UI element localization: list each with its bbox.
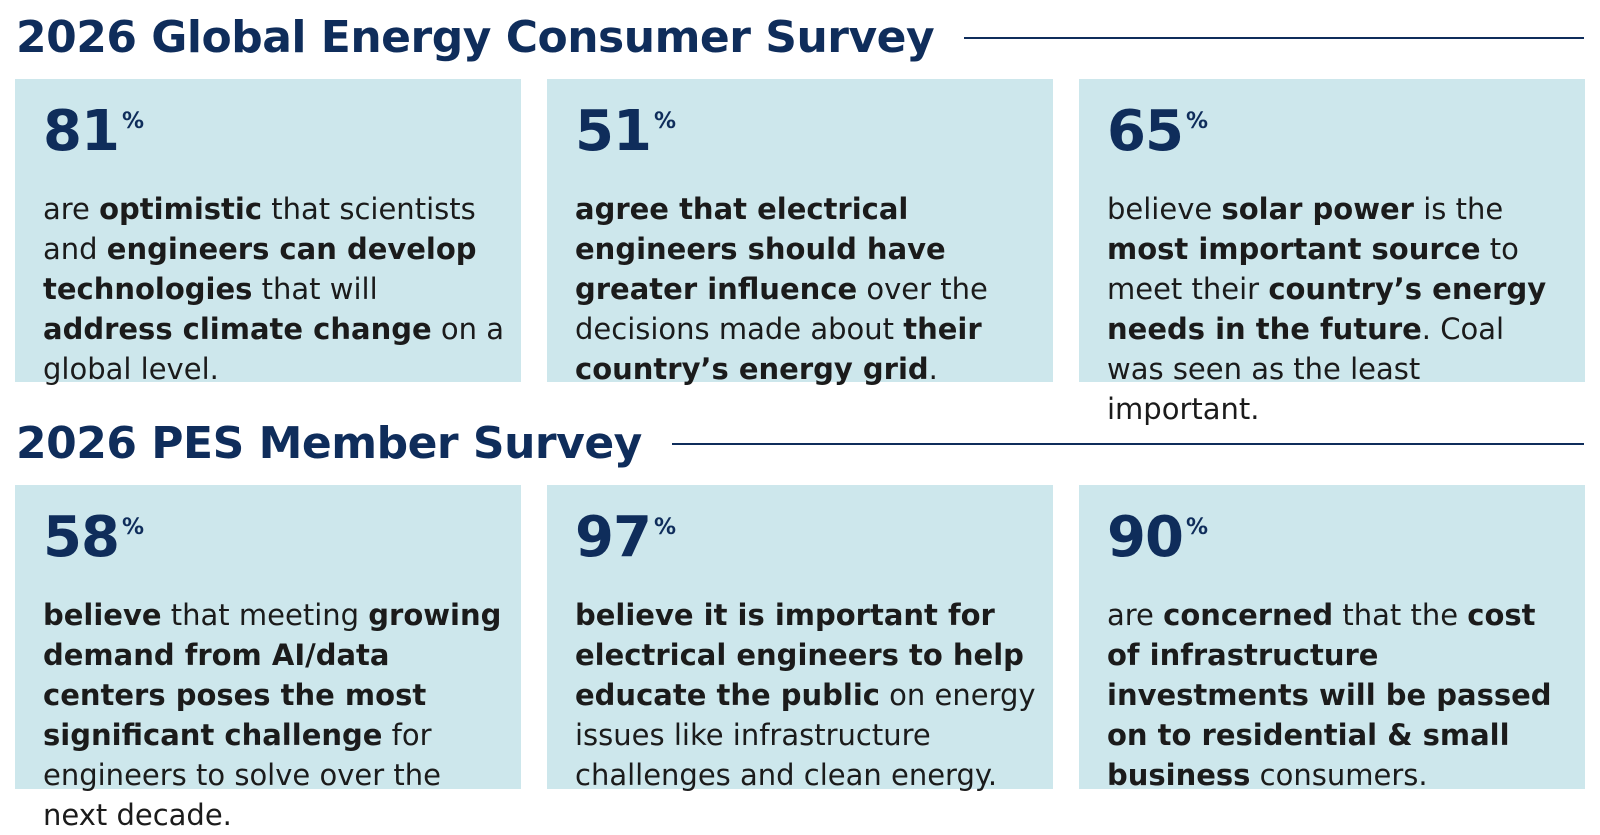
body-text: are — [43, 192, 100, 226]
stat-value: 90 — [1107, 505, 1184, 570]
emphasis-text: engineers can develop technologies — [43, 232, 477, 306]
section-title: 2026 PES Member Survey — [16, 418, 642, 469]
emphasis-text: concerned — [1163, 598, 1334, 632]
emphasis-text: their country’s energy grid — [575, 312, 982, 386]
stat-card: 97 % believe it is important for electri… — [547, 485, 1053, 792]
stat-description: believe solar power is the most importan… — [1107, 189, 1569, 429]
stat-description: believe it is important for electrical e… — [575, 595, 1037, 795]
section-header-consumer-survey: 2026 Global Energy Consumer Survey — [16, 12, 1584, 64]
emphasis-text: country’s energy needs in the future — [1107, 272, 1547, 346]
section-divider — [671, 443, 1584, 445]
section-header-member-survey: 2026 PES Member Survey — [16, 418, 1584, 470]
stat-value: 81 — [43, 99, 120, 164]
emphasis-text: growing demand from AI/data centers pose… — [43, 598, 502, 752]
stat-value: 97 — [575, 505, 652, 570]
stat-description: are concerned that the cost of infrastru… — [1107, 595, 1569, 795]
stat-description: are optimistic that scientists and engin… — [43, 189, 505, 389]
emphasis-text: solar power — [1221, 192, 1414, 226]
stat-card: 58 % believe that meeting growing demand… — [15, 485, 521, 832]
body-text: that will — [252, 272, 378, 306]
body-text: consumers. — [1250, 758, 1428, 792]
stat-value: 58 — [43, 505, 120, 570]
stat-unit: % — [1185, 109, 1208, 134]
body-text: on a global level. — [43, 312, 504, 386]
body-text: . Coal was seen as the least important. — [1107, 312, 1505, 426]
stat-card: 81 % are optimistic that scientists and … — [15, 79, 521, 386]
body-text: . — [928, 352, 938, 386]
body-text: is the — [1413, 192, 1504, 226]
body-text: to meet their — [1107, 232, 1519, 306]
member-survey-stats: 58 % believe that meeting growing demand… — [15, 485, 1585, 832]
emphasis-text: most important source — [1107, 232, 1481, 266]
stat-card: 51 % agree that electrical engineers sho… — [547, 79, 1053, 386]
stat-value: 65 — [1107, 99, 1184, 164]
body-text: are — [1107, 598, 1164, 632]
body-text: on energy issues like infrastructure cha… — [575, 678, 1036, 792]
stat-unit: % — [653, 109, 676, 134]
section-divider — [964, 37, 1584, 39]
stat-description: believe that meeting growing demand from… — [43, 595, 505, 835]
emphasis-text: address climate change — [43, 312, 432, 346]
stat-unit: % — [1185, 515, 1208, 540]
stat-figure: 58 % — [43, 509, 505, 567]
stat-card: 90 % are concerned that the cost of infr… — [1079, 485, 1585, 792]
stat-card: 65 % believe solar power is the most imp… — [1079, 79, 1585, 426]
emphasis-text: believe it is important for electrical e… — [575, 598, 1024, 712]
stat-value: 51 — [575, 99, 652, 164]
body-text: over the decisions made about — [575, 272, 988, 346]
stat-figure: 90 % — [1107, 509, 1569, 567]
stat-figure: 65 % — [1107, 103, 1569, 161]
stat-figure: 97 % — [575, 509, 1037, 567]
body-text: that scientists and — [43, 192, 476, 266]
stat-unit: % — [121, 109, 144, 134]
emphasis-text: cost of infrastructure investments will … — [1107, 598, 1552, 792]
consumer-survey-stats: 81 % are optimistic that scientists and … — [15, 79, 1585, 426]
section-title: 2026 Global Energy Consumer Survey — [16, 12, 935, 63]
emphasis-text: agree that electrical engineers should h… — [575, 192, 946, 306]
emphasis-text: believe — [43, 598, 162, 632]
body-text: that the — [1333, 598, 1468, 632]
stat-unit: % — [121, 515, 144, 540]
stat-description: agree that electrical engineers should h… — [575, 189, 1037, 389]
body-text: believe — [1107, 192, 1222, 226]
emphasis-text: optimistic — [99, 192, 263, 226]
body-text: that meeting — [161, 598, 369, 632]
stat-unit: % — [653, 515, 676, 540]
stat-figure: 51 % — [575, 103, 1037, 161]
stat-figure: 81 % — [43, 103, 505, 161]
